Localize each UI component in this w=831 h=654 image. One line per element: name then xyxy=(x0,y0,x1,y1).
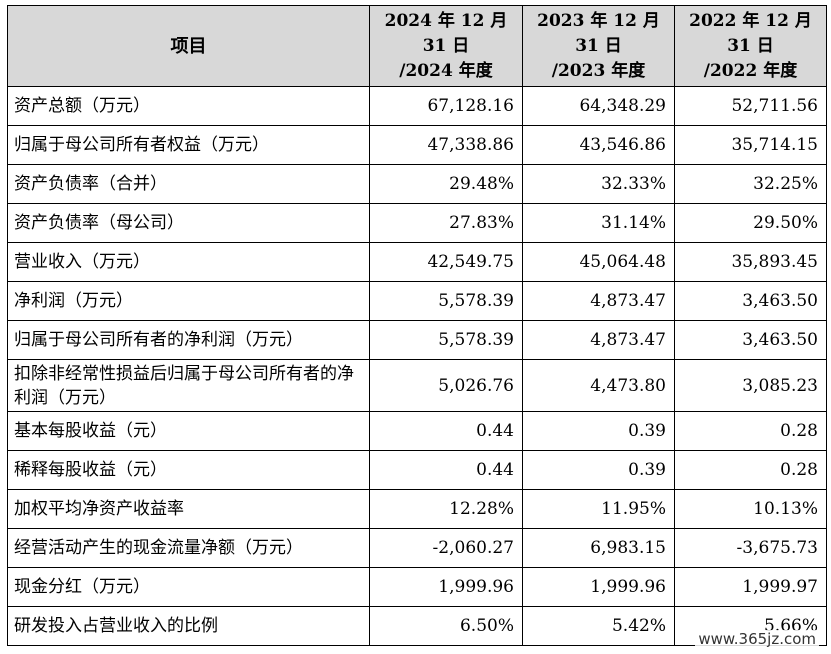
row-label: 扣除非经常性损益后归属于母公司所有者的净利润（万元） xyxy=(7,359,370,412)
header-2022-line3: /2022 年度 xyxy=(703,60,798,81)
value-2022: 3,085.23 xyxy=(674,359,827,412)
table-row: 经营活动产生的现金流量净额（万元） -2,060.27 6,983.15 -3,675… xyxy=(7,528,827,568)
value-2022: 0.28 xyxy=(674,450,827,490)
row-label: 资产负债率（母公司） xyxy=(7,203,370,243)
header-2024: 2024 年 12 月 31 日 /2024 年度 xyxy=(369,5,523,87)
value-2024: 29.48% xyxy=(369,164,523,204)
value-2022: 0.28 xyxy=(674,411,827,451)
table-row: 资产负债率（母公司） 27.83% 31.14% 29.50% xyxy=(7,203,827,243)
value-2023: 4,873.47 xyxy=(522,320,675,360)
value-2023: 43,546.86 xyxy=(522,125,675,165)
value-2023: 0.39 xyxy=(522,411,675,451)
header-2023-line3: /2023 年度 xyxy=(551,60,646,81)
value-2024: 27.83% xyxy=(369,203,523,243)
value-2024: 5,578.39 xyxy=(369,320,523,360)
row-label: 净利润（万元） xyxy=(7,281,370,321)
header-2022: 2022 年 12 月 31 日 /2022 年度 xyxy=(674,5,827,87)
row-label: 资产负债率（合并） xyxy=(7,164,370,204)
watermark: www.365jz.com xyxy=(695,630,819,648)
value-2022: 3,463.50 xyxy=(674,281,827,321)
header-2023-line2: 31 日 xyxy=(575,35,622,56)
value-2023: 1,999.96 xyxy=(522,567,675,607)
value-2022: 35,714.15 xyxy=(674,125,827,165)
value-2023: 64,348.29 xyxy=(522,86,675,126)
value-2024: 47,338.86 xyxy=(369,125,523,165)
row-label: 研发投入占营业收入的比例 xyxy=(7,606,370,646)
table-row: 净利润（万元） 5,578.39 4,873.47 3,463.50 xyxy=(7,281,827,321)
header-2024-line3: /2024 年度 xyxy=(399,60,493,81)
value-2023: 31.14% xyxy=(522,203,675,243)
value-2024: 42,549.75 xyxy=(369,242,523,282)
value-2022: 1,999.97 xyxy=(674,567,827,607)
table-row: 现金分红（万元） 1,999.96 1,999.96 1,999.97 xyxy=(7,567,827,607)
header-2022-line2: 31 日 xyxy=(727,35,774,56)
table-row: 基本每股收益（元） 0.44 0.39 0.28 xyxy=(7,411,827,451)
table-row: 营业收入（万元） 42,549.75 45,064.48 35,893.45 xyxy=(7,242,827,282)
financial-data-table: 项目 2024 年 12 月 31 日 /2024 年度 2023 年 12 月… xyxy=(7,5,827,646)
value-2023: 45,064.48 xyxy=(522,242,675,282)
table-header-row: 项目 2024 年 12 月 31 日 /2024 年度 2023 年 12 月… xyxy=(7,5,827,87)
value-2022: 3,463.50 xyxy=(674,320,827,360)
table-row: 稀释每股收益（元） 0.44 0.39 0.28 xyxy=(7,450,827,490)
header-2024-line2: 31 日 xyxy=(422,35,470,56)
value-2022: 10.13% xyxy=(674,489,827,529)
table-row: 加权平均净资产收益率 12.28% 11.95% 10.13% xyxy=(7,489,827,529)
value-2024: 0.44 xyxy=(369,450,523,490)
row-label: 现金分红（万元） xyxy=(7,567,370,607)
value-2024: -2,060.27 xyxy=(369,528,523,568)
row-label: 资产总额（万元） xyxy=(7,86,370,126)
header-2023: 2023 年 12 月 31 日 /2023 年度 xyxy=(522,5,675,87)
row-label: 营业收入（万元） xyxy=(7,242,370,282)
value-2023: 11.95% xyxy=(522,489,675,529)
value-2024: 0.44 xyxy=(369,411,523,451)
table-row: 资产总额（万元） 67,128.16 64,348.29 52,711.56 xyxy=(7,86,827,126)
value-2024: 1,999.96 xyxy=(369,567,523,607)
value-2023: 0.39 xyxy=(522,450,675,490)
row-label: 归属于母公司所有者的净利润（万元） xyxy=(7,320,370,360)
value-2023: 6,983.15 xyxy=(522,528,675,568)
value-2022: 32.25% xyxy=(674,164,827,204)
value-2022: 52,711.56 xyxy=(674,86,827,126)
header-2024-line1: 2024 年 12 月 xyxy=(384,10,508,31)
value-2024: 12.28% xyxy=(369,489,523,529)
header-2023-line1: 2023 年 12 月 xyxy=(537,10,660,31)
header-2022-line1: 2022 年 12 月 xyxy=(689,10,812,31)
table-row: 资产负债率（合并） 29.48% 32.33% 32.25% xyxy=(7,164,827,204)
row-label: 基本每股收益（元） xyxy=(7,411,370,451)
value-2024: 5,026.76 xyxy=(369,359,523,412)
value-2024: 6.50% xyxy=(369,606,523,646)
row-label: 归属于母公司所有者权益（万元） xyxy=(7,125,370,165)
value-2022: 35,893.45 xyxy=(674,242,827,282)
value-2023: 5.42% xyxy=(522,606,675,646)
value-2022: -3,675.73 xyxy=(674,528,827,568)
value-2023: 4,873.47 xyxy=(522,281,675,321)
row-label: 经营活动产生的现金流量净额（万元） xyxy=(7,528,370,568)
row-label: 稀释每股收益（元） xyxy=(7,450,370,490)
table-row: 扣除非经常性损益后归属于母公司所有者的净利润（万元） 5,026.76 4,473.… xyxy=(7,359,827,412)
table-row: 归属于母公司所有者权益（万元） 47,338.86 43,546.86 35,714.… xyxy=(7,125,827,165)
table-row: 研发投入占营业收入的比例 6.50% 5.42% 5.66% xyxy=(7,606,827,646)
value-2023: 32.33% xyxy=(522,164,675,204)
row-label: 加权平均净资产收益率 xyxy=(7,489,370,529)
value-2024: 67,128.16 xyxy=(369,86,523,126)
table-row: 归属于母公司所有者的净利润（万元） 5,578.39 4,873.47 3,463.5… xyxy=(7,320,827,360)
value-2024: 5,578.39 xyxy=(369,281,523,321)
value-2023: 4,473.80 xyxy=(522,359,675,412)
value-2022: 29.50% xyxy=(674,203,827,243)
header-item: 项目 xyxy=(7,5,370,87)
